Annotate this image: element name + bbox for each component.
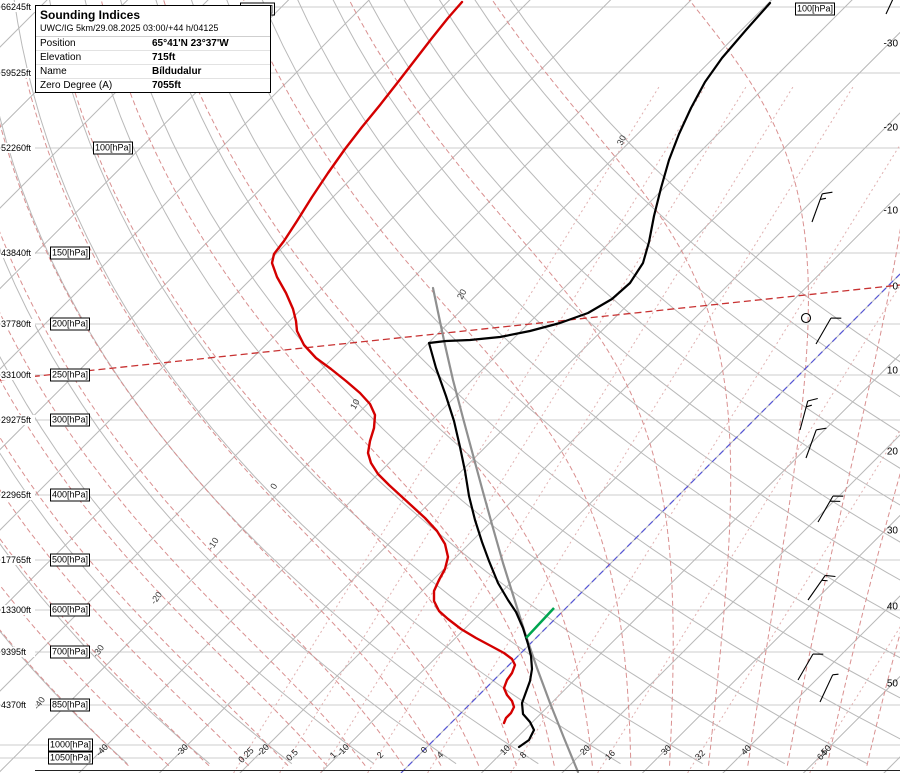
info-label: Name bbox=[40, 66, 67, 77]
temperature-curve bbox=[427, 1, 772, 749]
parcel-curve bbox=[431, 286, 580, 773]
dewpoint-curve bbox=[270, 0, 517, 725]
info-label: Position bbox=[40, 38, 76, 49]
adiabat-label: 30 bbox=[615, 133, 628, 146]
sounding-info-panel: Sounding Indices UWC/IG 5km/29.08.2025 0… bbox=[35, 5, 271, 93]
isobar-lines bbox=[0, 6, 900, 759]
wind-barb bbox=[799, 397, 818, 431]
info-label: Zero Degree (A) bbox=[40, 80, 113, 91]
info-row-elevation: Elevation 715ft bbox=[36, 51, 270, 65]
zero-degree-isotherm bbox=[400, 273, 900, 773]
model-run-line: UWC/IG 5km/29.08.2025 03:00/+44 h/04125 bbox=[36, 23, 270, 37]
sounding-curves bbox=[270, 0, 772, 773]
wind-barb bbox=[805, 427, 827, 459]
adiabat-label: -20 bbox=[148, 590, 164, 606]
wind-barb bbox=[817, 495, 844, 523]
info-row-position: Position 65°41'N 23°37'W bbox=[36, 37, 270, 51]
info-value: Bíldudalur bbox=[152, 66, 202, 77]
adiabat-label: 10 bbox=[348, 397, 362, 411]
tropopause-line bbox=[0, 284, 900, 381]
green-marker-segment bbox=[525, 607, 555, 639]
wind-barb bbox=[811, 191, 833, 223]
special-lines bbox=[0, 273, 900, 773]
info-label: Elevation bbox=[40, 52, 82, 63]
adiabat-label: 20 bbox=[455, 287, 469, 301]
wind-barb bbox=[797, 653, 824, 681]
info-row-name: Name Bíldudalur bbox=[36, 65, 270, 79]
wind-barb bbox=[885, 0, 900, 15]
wind-barb bbox=[819, 673, 839, 703]
wind-barb bbox=[800, 312, 812, 324]
adiabat-label: -30 bbox=[90, 643, 106, 659]
wind-barb bbox=[807, 574, 836, 601]
adiabat-label: 0 bbox=[268, 482, 279, 492]
adiabat-label: -10 bbox=[205, 536, 220, 552]
info-value: 65°41'N 23°37'W bbox=[152, 38, 229, 49]
panel-title: Sounding Indices bbox=[40, 8, 141, 22]
info-value: 715ft bbox=[152, 52, 176, 63]
wind-barb-column bbox=[797, 0, 900, 703]
adiabat-label: -40 bbox=[31, 695, 47, 711]
info-row-zero-degree: Zero Degree (A) 7055ft bbox=[36, 79, 270, 92]
info-value: 7055ft bbox=[152, 80, 181, 91]
wind-barb bbox=[815, 317, 842, 345]
